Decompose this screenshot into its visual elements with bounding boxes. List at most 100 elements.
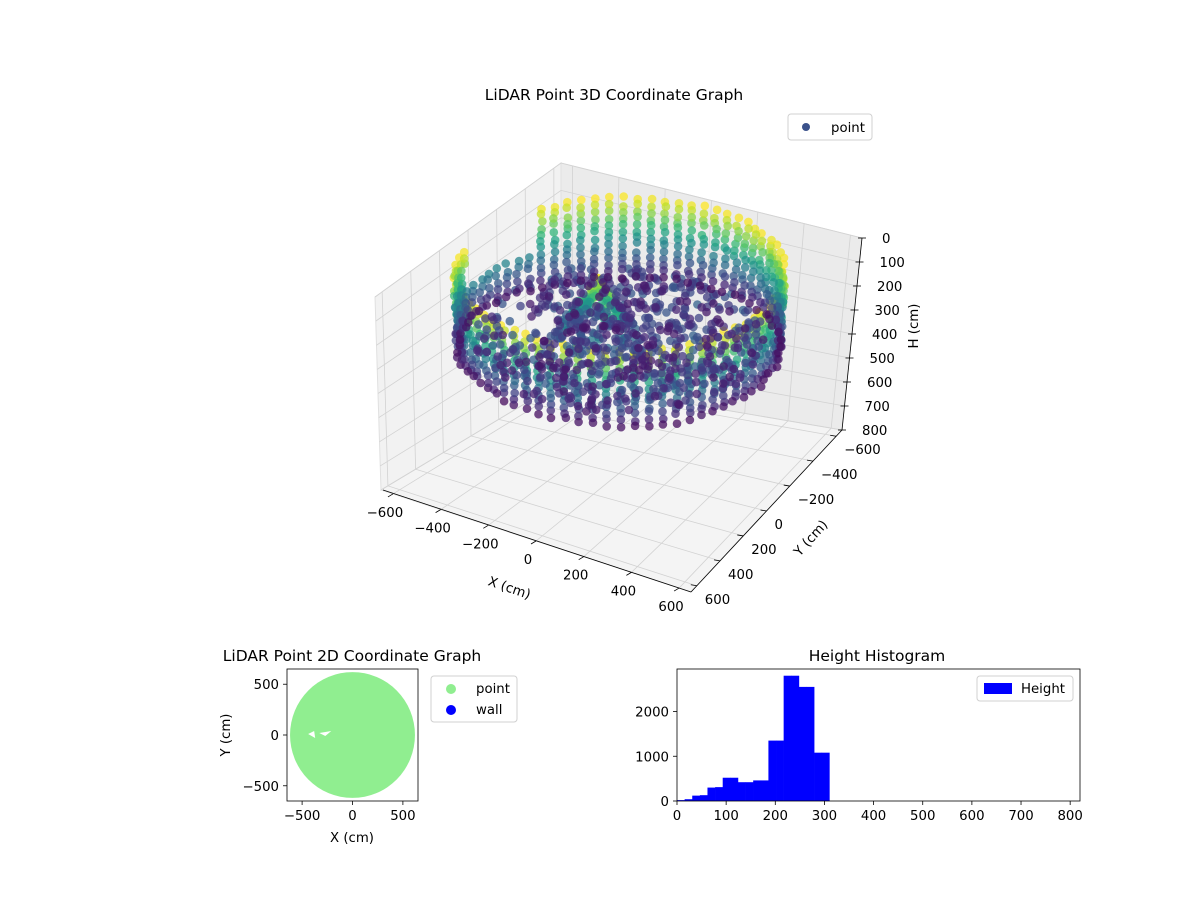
point-3d <box>536 209 546 219</box>
point-3d <box>671 364 680 373</box>
point-3d <box>756 273 765 282</box>
point-3d <box>602 422 611 431</box>
point-3d <box>685 390 694 399</box>
point-3d <box>473 346 482 355</box>
point-3d <box>512 288 521 297</box>
legend-3d-marker-point <box>802 123 810 131</box>
point-3d <box>510 388 519 398</box>
point-3d <box>720 260 730 270</box>
hist-bar <box>798 686 807 801</box>
point-3d <box>591 215 600 224</box>
point-3d <box>492 264 502 273</box>
point-3d <box>513 277 522 286</box>
point-3d <box>604 214 614 224</box>
point-3d <box>632 254 641 263</box>
point-3d <box>675 296 685 306</box>
point-3d <box>618 227 628 237</box>
point-3d <box>622 352 631 362</box>
point-3d <box>617 385 627 395</box>
point-3d <box>537 283 547 292</box>
hist-bar <box>737 782 746 801</box>
point-3d <box>646 259 655 269</box>
point-3d <box>697 248 706 257</box>
point-3d <box>723 221 732 231</box>
hist-bar <box>760 780 769 801</box>
point-3d <box>633 212 642 222</box>
point-3d <box>562 250 572 260</box>
point-3d <box>603 396 612 405</box>
point-3d <box>672 419 682 429</box>
point-3d <box>646 245 655 255</box>
point-3d <box>646 227 655 237</box>
point-3d <box>762 266 771 275</box>
point-3d <box>512 269 521 279</box>
z-tick-label-3d: 100 <box>880 256 905 271</box>
point-3d <box>659 273 668 282</box>
point-3d <box>699 209 709 218</box>
point-3d <box>660 215 670 225</box>
x-tick-label-hist: 0 <box>673 809 681 824</box>
point-3d <box>611 325 621 335</box>
point-3d <box>536 256 546 265</box>
point-3d <box>671 318 680 328</box>
point-3d <box>658 399 667 409</box>
point-3d <box>628 373 638 382</box>
point-3d <box>646 220 656 230</box>
y-ticks-3d: 600 400 200 0 −200 −400 −600 <box>690 434 881 608</box>
chart-2d-title: LiDAR Point 2D Coordinate Graph <box>223 647 481 665</box>
point-3d <box>562 290 571 299</box>
x-tick-mark-3d <box>530 540 537 545</box>
point-3d <box>740 281 749 290</box>
point-3d <box>481 354 491 364</box>
point-3d <box>708 277 718 286</box>
point-3d <box>489 331 499 341</box>
point-3d <box>647 209 656 218</box>
point-3d <box>564 348 574 357</box>
point-3d <box>505 316 515 326</box>
point-3d <box>636 297 645 306</box>
legend-3d: point <box>787 113 873 141</box>
point-3d <box>687 213 697 222</box>
point-3d <box>573 401 583 411</box>
point-3d <box>514 262 523 272</box>
point-3d <box>576 250 585 259</box>
point-3d <box>659 247 669 256</box>
point-3d <box>729 364 739 374</box>
point-3d <box>499 396 509 406</box>
point-3d <box>476 378 485 388</box>
x-axis-line <box>382 489 692 593</box>
point-3d <box>708 328 718 337</box>
point-3d <box>544 292 554 301</box>
point-3d <box>650 391 660 401</box>
y-tick-label-2d: 0 <box>271 729 279 744</box>
point-3d <box>588 418 598 428</box>
point-3d <box>494 279 503 288</box>
point-3d <box>740 324 750 333</box>
point-3d <box>590 247 599 256</box>
point-3d <box>673 260 682 270</box>
point-3d <box>594 359 604 368</box>
point-3d <box>522 404 532 414</box>
point-3d <box>756 298 765 307</box>
point-3d <box>650 369 659 378</box>
scatter-2d-points <box>290 672 415 798</box>
point-3d <box>759 375 768 384</box>
y-tick-mark-3d <box>783 484 790 487</box>
point-3d <box>673 212 683 222</box>
point-3d <box>611 337 621 346</box>
point-3d <box>550 339 559 349</box>
x-tick-mark-3d <box>483 524 489 529</box>
point-3d <box>546 400 556 409</box>
point-2d-area <box>290 672 415 798</box>
legend-2d-label-wall: wall <box>476 703 502 718</box>
point-3d <box>549 228 559 237</box>
point-3d <box>612 356 621 366</box>
x-tick-mark-3d <box>387 493 394 498</box>
y-tick-label-2d: −500 <box>242 780 279 795</box>
point-3d <box>709 387 719 397</box>
point-3d <box>763 368 773 378</box>
point-3d <box>563 220 572 229</box>
point-3d <box>734 226 743 236</box>
point-3d <box>543 371 552 380</box>
